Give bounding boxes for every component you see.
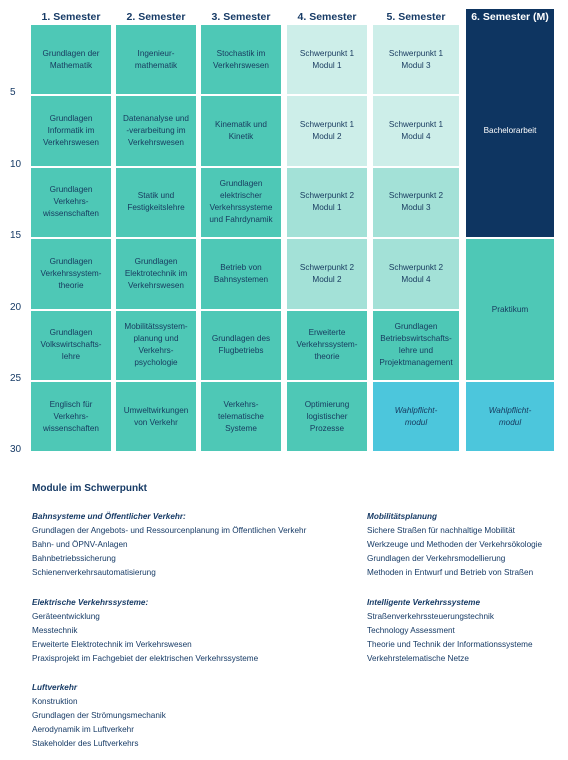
module-group-item: Erweiterte Elektrotechnik im Verkehrswes… — [32, 640, 192, 649]
module-group-item: Grundlagen der Angebots- und Ressourcenp… — [32, 526, 307, 535]
module-group-item: Methoden in Entwurf und Betrieb von Stra… — [367, 568, 534, 577]
module-cell: Grundlagen Verkehrssystem- theorie — [31, 239, 111, 309]
module-cell: Schwerpunkt 1 Modul 3 — [373, 25, 459, 95]
module-group-item: Grundlagen der Verkehrsmodellierung — [367, 554, 506, 563]
module-group-item: Stakeholder des Luftverkehrs — [32, 739, 139, 748]
semester-header-2: 2. Semester — [126, 11, 186, 23]
module-cell: Grundlagen elektrischer Verkehrssysteme … — [201, 167, 281, 238]
module-group-title: Bahnsysteme und Öffentlicher Verkehr: — [32, 512, 186, 521]
module-group-item: Bahn- und ÖPNV-Anlagen — [32, 540, 128, 549]
module-group-item: Geräteentwicklung — [32, 612, 100, 621]
module-cell: Schwerpunkt 1 Modul 4 — [373, 96, 459, 166]
module-group: Luftverkehr Konstruktion Grundlagen der St… — [32, 681, 352, 751]
module-group-title: Intelligente Verkehrssysteme — [367, 598, 481, 607]
scale-label: 10 — [10, 158, 22, 170]
semester-header-1: 1. Semester — [41, 11, 101, 23]
module-cell: Schwerpunkt 1 Modul 1 — [287, 25, 367, 95]
module-cell: Erweiterte Verkehrssystem- theorie — [287, 310, 367, 380]
semester-header-3: 3. Semester — [211, 11, 271, 23]
module-cell: Bachelorarbeit — [466, 25, 554, 238]
module-group-item: Grundlagen der Strömungsmechanik — [32, 711, 166, 720]
module-cell: Wahlpflicht- modul — [373, 382, 459, 452]
module-cell: Englisch für Verkehrs- wissenschaften — [31, 382, 111, 452]
module-cell: Verkehrs- telematische Systeme — [201, 382, 281, 452]
module-cell: Wahlpflicht- modul — [466, 382, 554, 452]
module-group-item: Technology Assessment — [367, 626, 455, 635]
module-group-item: Bahnbetriebssicherung — [32, 554, 116, 563]
module-cell: Stochastik im Verkehrswesen — [201, 25, 281, 95]
semester-header-5: 5. Semester — [386, 11, 446, 23]
module-group-item: Aerodynamik im Luftverkehr — [32, 725, 134, 734]
scale-label: 5 — [10, 87, 16, 99]
module-cell: Grundlagen Verkehrs- wissenschaften — [31, 167, 111, 238]
module-group: Elektrische Verkehrssysteme: Geräteentwic… — [32, 596, 352, 666]
module-group: Mobilitätsplanung Sichere Straßen für nac… — [367, 510, 562, 580]
module-group-item: Messtechnik — [32, 626, 78, 635]
module-cell: Schwerpunkt 1 Modul 2 — [287, 96, 367, 166]
semester-header-6: 6. Semester (M) — [466, 9, 554, 25]
modules-section: Module im Schwerpunkt Bahnsysteme und Öf… — [0, 470, 568, 760]
scale-label: 30 — [10, 444, 22, 456]
module-cell: Mobilitätssystem- planung und Verkehrs- … — [116, 310, 196, 380]
module-group-item: Sichere Straßen für nachhaltige Mobilitä… — [367, 526, 515, 535]
module-group: Bahnsysteme und Öffentlicher Verkehr: Gru… — [32, 510, 352, 580]
module-cell: Praktikum — [466, 239, 554, 380]
module-cell: Kinematik und Kinetik — [201, 96, 281, 166]
module-cell: Grundlagen Betriebswirtschafts- lehre un… — [373, 310, 459, 380]
scale-label: 20 — [10, 301, 22, 313]
module-cell: Schwerpunkt 2 Modul 2 — [287, 239, 367, 309]
modules-title: Module im Schwerpunkt — [32, 483, 148, 494]
module-group-item: Theorie und Technik der Informationssyst… — [367, 640, 533, 649]
module-group-item: Werkzeuge und Methoden der Verkehrsökolo… — [367, 540, 543, 549]
module-cell: Grundlagen Informatik im Verkehrswesen — [31, 96, 111, 166]
module-cell: Grundlagen der Mathematik — [31, 25, 111, 95]
module-group-item: Schienenverkehrsautomatisierung — [32, 568, 156, 577]
module-cell: Grundlagen des Flugbetriebs — [201, 310, 281, 380]
module-group-title: Luftverkehr — [32, 683, 78, 692]
module-cell: Grundlagen Elektrotechnik im Verkehrswes… — [116, 239, 196, 309]
module-group-item: Straßenverkehrssteuerungstechnik — [367, 612, 494, 621]
curriculum-grid: 1. Semester 2. Semester 3. Semester 4. Seme… — [10, 9, 554, 456]
module-cell: Schwerpunkt 2 Modul 3 — [373, 167, 459, 238]
module-cell: Schwerpunkt 2 Modul 4 — [373, 239, 459, 309]
module-group-item: Konstruktion — [32, 697, 78, 706]
module-cell: Optimierung logistischer Prozesse — [287, 382, 367, 452]
module-group-title: Mobilitätsplanung — [367, 512, 438, 521]
scale-label: 25 — [10, 373, 22, 384]
module-cell: Grundlagen Volkswirtschafts- lehre — [31, 310, 111, 380]
scale-label: 15 — [10, 230, 22, 242]
module-group-item: Verkehrstelematische Netze — [367, 654, 469, 663]
module-group: Intelligente Verkehrssysteme Straßenverke… — [367, 596, 562, 666]
module-cell: Datenanalyse und -verarbeitung im Verkeh… — [116, 96, 196, 166]
module-cell: Betrieb von Bahnsystemen — [201, 239, 281, 309]
module-cell: Statik und Festigkeitslehre — [116, 167, 196, 238]
semester-header-4: 4. Semester — [297, 11, 357, 23]
module-group-title: Elektrische Verkehrssysteme: — [32, 598, 149, 607]
module-group-item: Praxisprojekt im Fachgebiet der elektris… — [32, 654, 259, 663]
module-cell: Ingenieur- mathematik — [116, 25, 196, 95]
module-cell: Umweltwirkungen von Verkehr — [116, 382, 196, 452]
module-cell: Schwerpunkt 2 Modul 1 — [287, 167, 367, 238]
